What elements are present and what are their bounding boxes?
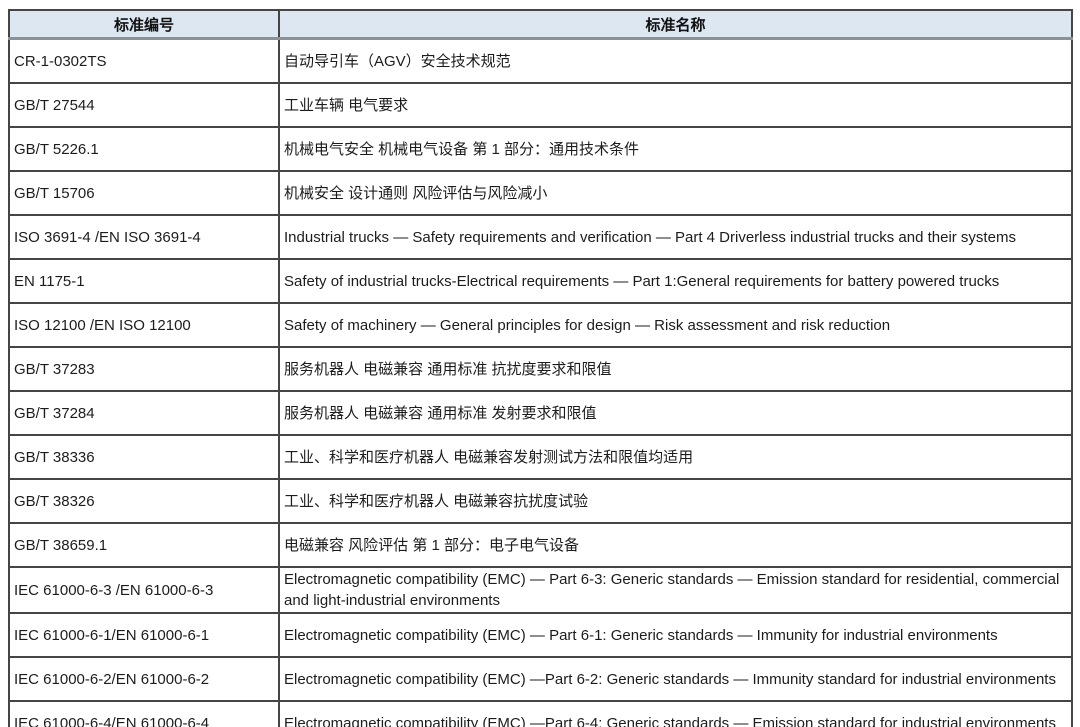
standard-name: Safety of machinery — General principles… bbox=[278, 302, 1073, 348]
table-row: ISO 12100 /EN ISO 12100 Safety of machin… bbox=[8, 302, 1073, 348]
standard-name: 电磁兼容 风险评估 第 1 部分：电子电气设备 bbox=[278, 522, 1073, 568]
standard-code: GB/T 38336 bbox=[8, 434, 280, 480]
table-row: GB/T 15706 机械安全 设计通则 风险评估与风险减小 bbox=[8, 170, 1073, 216]
standard-code: GB/T 37284 bbox=[8, 390, 280, 436]
table-row: EN 1175-1 Safety of industrial trucks-El… bbox=[8, 258, 1073, 304]
table-row: GB/T 38326 工业、科学和医疗机器人 电磁兼容抗扰度试验 bbox=[8, 478, 1073, 524]
standard-code: ISO 3691-4 /EN ISO 3691-4 bbox=[8, 214, 280, 260]
table-row: IEC 61000-6-2/EN 61000-6-2 Electromagnet… bbox=[8, 656, 1073, 702]
standard-name: Safety of industrial trucks-Electrical r… bbox=[278, 258, 1073, 304]
standard-name: 工业、科学和医疗机器人 电磁兼容发射测试方法和限值均适用 bbox=[278, 434, 1073, 480]
standard-code: GB/T 38659.1 bbox=[8, 522, 280, 568]
col-header-standard-code: 标准编号 bbox=[8, 9, 280, 40]
standard-code: IEC 61000-6-1/EN 61000-6-1 bbox=[8, 612, 280, 658]
table-row: IEC 61000-6-1/EN 61000-6-1 Electromagnet… bbox=[8, 612, 1073, 658]
standard-code: GB/T 27544 bbox=[8, 82, 280, 128]
standard-code: ISO 12100 /EN ISO 12100 bbox=[8, 302, 280, 348]
standard-code: IEC 61000-6-4/EN 61000-6-4 bbox=[8, 700, 280, 727]
standard-name: 服务机器人 电磁兼容 通用标准 抗扰度要求和限值 bbox=[278, 346, 1073, 392]
table-row: GB/T 5226.1 机械电气安全 机械电气设备 第 1 部分：通用技术条件 bbox=[8, 126, 1073, 172]
standard-name: Electromagnetic compatibility (EMC) —Par… bbox=[278, 700, 1073, 727]
standard-code: GB/T 38326 bbox=[8, 478, 280, 524]
table-row: GB/T 38336 工业、科学和医疗机器人 电磁兼容发射测试方法和限值均适用 bbox=[8, 434, 1073, 480]
standard-code: IEC 61000-6-3 /EN 61000-6-3 bbox=[8, 566, 280, 614]
table-row: CR-1-0302TS 自动导引车（AGV）安全技术规范 bbox=[8, 37, 1073, 84]
table-row: IEC 61000-6-4/EN 61000-6-4 Electromagnet… bbox=[8, 700, 1073, 727]
standard-name: 服务机器人 电磁兼容 通用标准 发射要求和限值 bbox=[278, 390, 1073, 436]
standard-code: GB/T 37283 bbox=[8, 346, 280, 392]
standards-table: 标准编号 标准名称 CR-1-0302TS 自动导引车（AGV）安全技术规范 G… bbox=[8, 9, 1073, 727]
col-header-standard-name: 标准名称 bbox=[278, 9, 1073, 40]
standard-code: CR-1-0302TS bbox=[8, 37, 280, 84]
table-row: GB/T 37284 服务机器人 电磁兼容 通用标准 发射要求和限值 bbox=[8, 390, 1073, 436]
standard-name: 自动导引车（AGV）安全技术规范 bbox=[278, 37, 1073, 84]
standard-code: EN 1175-1 bbox=[8, 258, 280, 304]
table-row: IEC 61000-6-3 /EN 61000-6-3 Electromagne… bbox=[8, 566, 1073, 614]
table-row: GB/T 27544 工业车辆 电气要求 bbox=[8, 82, 1073, 128]
standard-name: Electromagnetic compatibility (EMC) —Par… bbox=[278, 656, 1073, 702]
table-row: GB/T 38659.1 电磁兼容 风险评估 第 1 部分：电子电气设备 bbox=[8, 522, 1073, 568]
standard-name: 机械安全 设计通则 风险评估与风险减小 bbox=[278, 170, 1073, 216]
standard-name: 机械电气安全 机械电气设备 第 1 部分：通用技术条件 bbox=[278, 126, 1073, 172]
standard-name: Electromagnetic compatibility (EMC) — Pa… bbox=[278, 612, 1073, 658]
standard-code: IEC 61000-6-2/EN 61000-6-2 bbox=[8, 656, 280, 702]
standard-code: GB/T 15706 bbox=[8, 170, 280, 216]
table-row: ISO 3691-4 /EN ISO 3691-4 Industrial tru… bbox=[8, 214, 1073, 260]
standard-name: 工业车辆 电气要求 bbox=[278, 82, 1073, 128]
standard-name: Electromagnetic compatibility (EMC) — Pa… bbox=[278, 566, 1073, 614]
standard-name: Industrial trucks — Safety requirements … bbox=[278, 214, 1073, 260]
table-row: GB/T 37283 服务机器人 电磁兼容 通用标准 抗扰度要求和限值 bbox=[8, 346, 1073, 392]
header-row: 标准编号 标准名称 bbox=[8, 9, 1073, 40]
standard-name: 工业、科学和医疗机器人 电磁兼容抗扰度试验 bbox=[278, 478, 1073, 524]
standard-code: GB/T 5226.1 bbox=[8, 126, 280, 172]
